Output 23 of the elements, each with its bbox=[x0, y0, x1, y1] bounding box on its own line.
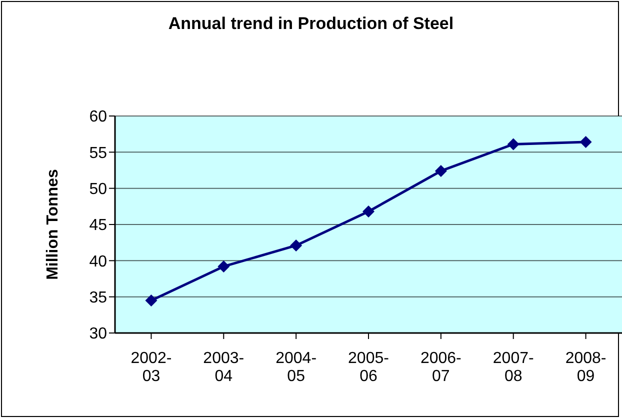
x-tick-label: 2006-07 bbox=[420, 350, 462, 385]
x-tick-label: 2003-04 bbox=[203, 350, 244, 385]
point bbox=[434, 164, 447, 177]
chart-title: Annual trend in Production of Steel bbox=[167, 14, 455, 34]
x-tick-label: 2004-05 bbox=[276, 350, 317, 385]
x-tick-label: 2002-03 bbox=[130, 350, 172, 385]
y-axis-title: Million Tonnes bbox=[44, 169, 62, 280]
point bbox=[290, 239, 302, 252]
point bbox=[218, 260, 230, 272]
y-tick-label: 50 bbox=[89, 181, 108, 198]
y-tick-label: 55 bbox=[89, 144, 108, 162]
y-tick-label: 45 bbox=[89, 217, 108, 234]
point bbox=[362, 205, 374, 218]
y-tick-label: 60 bbox=[89, 108, 108, 126]
point bbox=[580, 136, 592, 148]
x-tick-label: 2007-08 bbox=[492, 350, 534, 385]
x-tick-label: 2005-06 bbox=[348, 350, 389, 385]
x-tick-label: 2008-09 bbox=[565, 350, 606, 385]
y-tick-label: 30 bbox=[89, 326, 108, 343]
point bbox=[145, 294, 158, 306]
y-tick-label: 35 bbox=[89, 290, 108, 307]
y-tick-label: 40 bbox=[89, 253, 108, 270]
point bbox=[507, 138, 520, 150]
